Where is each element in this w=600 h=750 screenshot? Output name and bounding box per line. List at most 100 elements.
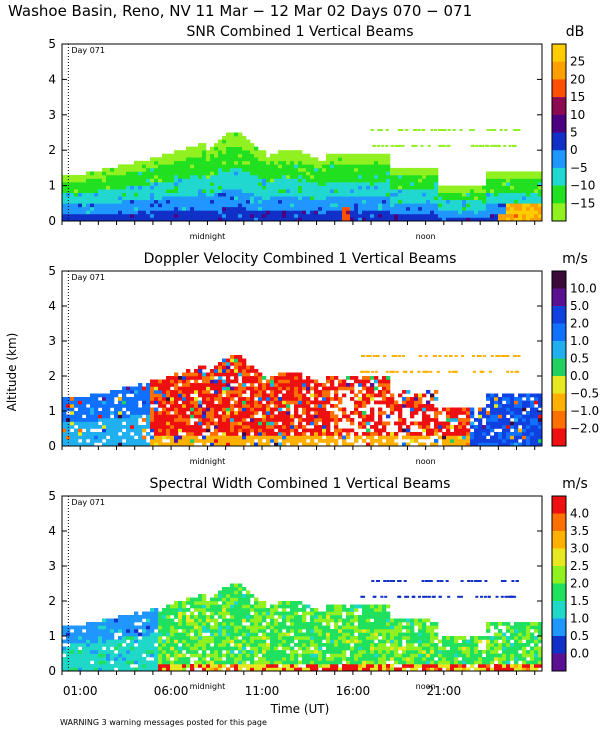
heatmap-cell — [422, 217, 427, 222]
heatmap-cell — [370, 376, 375, 380]
heatmap-cell — [142, 189, 147, 193]
layer-echo — [454, 370, 458, 373]
heatmap-cell — [266, 199, 271, 204]
heatmap-cell — [282, 425, 287, 429]
heatmap-cell — [266, 667, 271, 672]
heatmap-cell — [238, 182, 243, 186]
heatmap-cell — [106, 178, 111, 183]
heatmap-cell — [206, 629, 211, 633]
heatmap-cell — [382, 178, 387, 183]
heatmap-cell — [510, 442, 515, 447]
heatmap-cell — [518, 428, 523, 433]
heatmap-cell — [166, 650, 171, 654]
heatmap-cell — [482, 217, 487, 222]
heatmap-cell — [114, 182, 119, 186]
heatmap-cell — [162, 192, 167, 197]
heatmap-cell — [414, 199, 419, 204]
colorbar-tick-label: 5 — [570, 126, 578, 140]
heatmap-cell — [294, 199, 299, 204]
heatmap-cell — [186, 160, 191, 165]
heatmap-cell — [202, 174, 207, 179]
heatmap-cell — [382, 397, 387, 401]
layer-echo — [512, 144, 516, 147]
heatmap-cell — [166, 174, 171, 179]
heatmap-cell — [474, 432, 479, 436]
heatmap-cell — [266, 192, 271, 197]
heatmap-cell — [230, 664, 235, 668]
heatmap-cell — [238, 653, 243, 658]
heatmap-cell — [158, 439, 163, 443]
heatmap-cell — [166, 178, 171, 183]
heatmap-cell — [158, 667, 163, 672]
heatmap-cell — [202, 622, 207, 626]
heatmap-cell — [514, 199, 519, 204]
heatmap-cell — [154, 660, 159, 665]
heatmap-cell — [318, 174, 323, 179]
heatmap-cell — [354, 206, 359, 211]
heatmap-cell — [486, 414, 491, 419]
heatmap-cell — [494, 174, 499, 179]
heatmap-cell — [62, 660, 67, 665]
heatmap-cell — [414, 393, 419, 398]
heatmap-cell — [150, 206, 155, 211]
heatmap-cell — [102, 206, 107, 211]
heatmap-cell — [210, 178, 215, 183]
heatmap-cell — [522, 425, 527, 429]
heatmap-cell — [510, 411, 515, 415]
heatmap-cell — [186, 404, 191, 408]
heatmap-cell — [190, 407, 195, 412]
heatmap-cell — [166, 213, 171, 218]
heatmap-cell — [110, 203, 115, 208]
heatmap-cell — [250, 625, 255, 630]
heatmap-cell — [530, 411, 535, 415]
heatmap-cell — [222, 601, 227, 605]
heatmap-cell — [258, 425, 263, 429]
colorbar-tick-label: 10 — [570, 108, 585, 122]
heatmap-cell — [250, 189, 255, 193]
heatmap-cell — [478, 432, 483, 436]
heatmap-cell — [514, 174, 519, 179]
heatmap-cell — [314, 428, 319, 433]
heatmap-cell — [298, 379, 303, 384]
heatmap-cell — [98, 435, 103, 440]
heatmap-cell — [522, 217, 527, 222]
heatmap-cell — [262, 189, 267, 193]
heatmap-cell — [170, 192, 175, 197]
heatmap-cell — [206, 667, 211, 672]
heatmap-cell — [458, 217, 463, 222]
heatmap-cell — [62, 435, 67, 440]
heatmap-cell — [466, 203, 471, 208]
heatmap-cell — [98, 182, 103, 186]
heatmap-cell — [218, 174, 223, 179]
heatmap-cell — [330, 178, 335, 183]
heatmap-cell — [210, 608, 215, 612]
heatmap-cell — [442, 203, 447, 208]
heatmap-cell — [182, 153, 187, 158]
heatmap-cell — [214, 625, 219, 630]
heatmap-cell — [298, 390, 303, 394]
heatmap-cell — [314, 174, 319, 179]
heatmap-cell — [338, 206, 343, 211]
heatmap-cell — [222, 590, 227, 595]
heatmap-cell — [110, 418, 115, 422]
heatmap-cell — [470, 203, 475, 208]
heatmap-cell — [346, 213, 351, 218]
heatmap-cell — [346, 171, 351, 176]
heatmap-cell — [194, 625, 199, 630]
heatmap-cell — [518, 210, 523, 215]
heatmap-cell — [210, 660, 215, 665]
heatmap-cell — [222, 646, 227, 651]
heatmap-cell — [346, 442, 351, 447]
heatmap-cell — [534, 435, 539, 440]
heatmap-cell — [254, 153, 259, 158]
heatmap-cell — [402, 428, 407, 433]
heatmap-cell — [86, 206, 91, 211]
heatmap-cell — [218, 425, 223, 429]
heatmap-cell — [198, 425, 203, 429]
heatmap-cell — [362, 379, 367, 384]
heatmap-cell — [62, 203, 67, 208]
heatmap-cell — [174, 629, 179, 633]
heatmap-cell — [202, 660, 207, 665]
heatmap-cell — [278, 196, 283, 201]
heatmap-cell — [130, 199, 135, 204]
